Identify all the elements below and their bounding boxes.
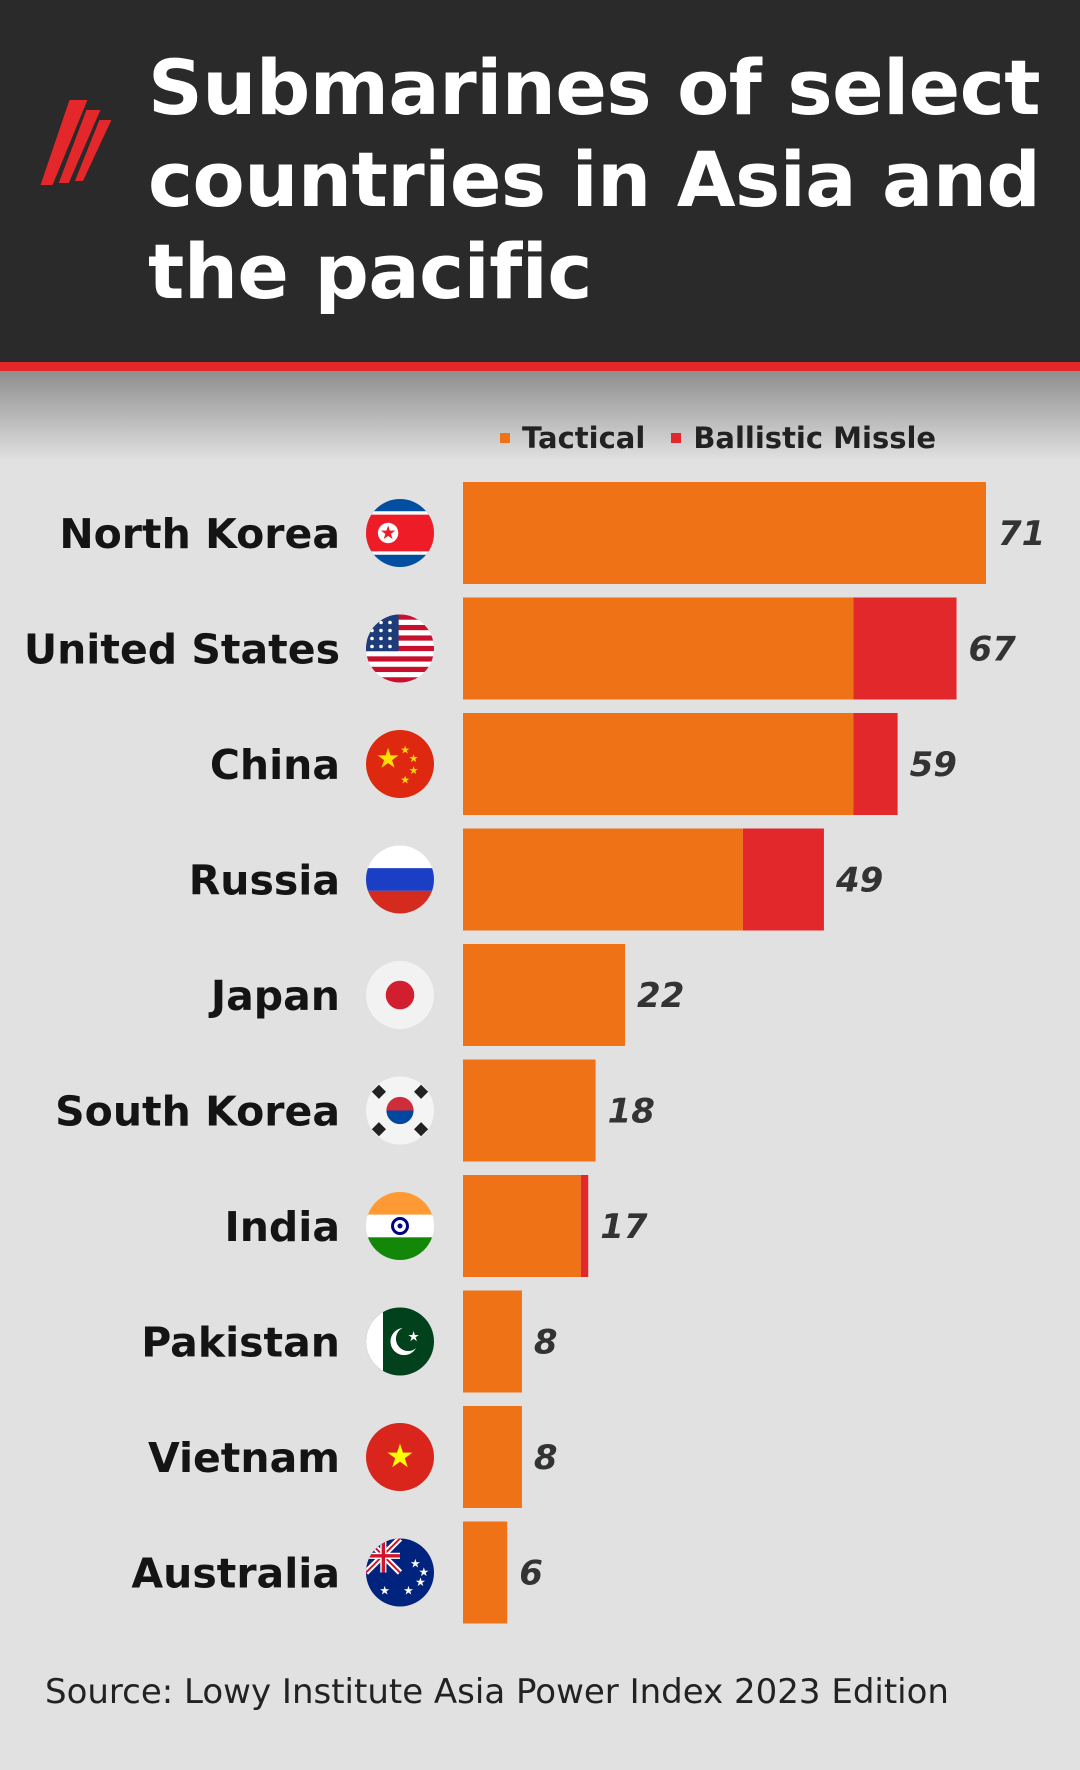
value-label: 8 xyxy=(534,1438,558,1478)
bar-tactical xyxy=(463,713,854,815)
bar-tactical xyxy=(463,1059,596,1162)
svg-text:★: ★ xyxy=(386,1437,415,1475)
svg-text:★: ★ xyxy=(379,1584,390,1598)
category-label: India xyxy=(224,1203,340,1251)
bar-tactical xyxy=(463,597,854,700)
bar-row-vietnam: Vietnam ★ 8 xyxy=(148,1406,558,1508)
svg-text:★: ★ xyxy=(408,1329,420,1345)
south-korea-flag-icon xyxy=(366,1076,434,1145)
china-flag-icon: ★ ★★★★ xyxy=(366,730,434,798)
india-flag-icon xyxy=(366,1192,434,1260)
bar-tactical xyxy=(463,828,743,931)
bar-tactical xyxy=(463,944,626,1046)
bar-row-japan: Japan 22 xyxy=(208,944,684,1046)
bar-ballistic xyxy=(853,713,898,815)
source-note: Source: Lowy Institute Asia Power Index … xyxy=(45,1672,949,1712)
svg-text:★: ★ xyxy=(376,743,400,774)
bar-row-russia: Russia 49 xyxy=(189,828,883,931)
legend-item-ballistic: Ballistic Missle xyxy=(671,421,936,455)
north-korea-flag-icon: ★ xyxy=(366,499,434,567)
legend-label-tactical: Tactical xyxy=(522,421,646,455)
pakistan-flag-icon: ★ xyxy=(366,1307,434,1376)
bar-ballistic xyxy=(853,597,957,700)
sbs-logo-icon xyxy=(40,100,112,185)
svg-text:★: ★ xyxy=(380,523,397,544)
category-label: Russia xyxy=(189,857,340,905)
svg-text:★: ★ xyxy=(415,1575,426,1589)
legend-swatch-ballistic xyxy=(671,433,682,443)
value-label: 18 xyxy=(608,1092,655,1132)
category-label: South Korea xyxy=(55,1088,340,1136)
legend-label-ballistic: Ballistic Missle xyxy=(693,421,937,455)
svg-text:★: ★ xyxy=(400,773,410,786)
svg-text:★: ★ xyxy=(403,1584,414,1598)
chart-legend: Tactical Ballistic Missle xyxy=(500,418,936,458)
bar-row-china: China ★ ★★★★ 59 xyxy=(210,713,957,815)
svg-text:★: ★ xyxy=(409,764,419,777)
bar-ballistic xyxy=(580,1175,589,1277)
bar-tactical xyxy=(463,1290,522,1393)
value-label: 17 xyxy=(600,1207,648,1247)
value-label: 59 xyxy=(910,745,957,785)
bar-row-united-states: United States 67 xyxy=(24,597,1017,700)
value-label: 8 xyxy=(534,1323,558,1363)
bar-tactical xyxy=(463,1175,581,1277)
category-label: Australia xyxy=(131,1550,340,1598)
legend-item-tactical: Tactical xyxy=(500,421,645,455)
category-label: Vietnam xyxy=(148,1434,340,1482)
bar-row-india: India 17 xyxy=(224,1175,648,1277)
value-label: 67 xyxy=(969,630,1017,670)
bar-tactical xyxy=(463,1521,508,1624)
value-label: 22 xyxy=(637,976,684,1016)
russia-flag-icon xyxy=(366,845,434,914)
category-label: Japan xyxy=(208,972,340,1020)
vietnam-flag-icon: ★ xyxy=(366,1423,434,1491)
category-label: North Korea xyxy=(59,510,340,558)
legend-swatch-tactical xyxy=(500,433,510,443)
header-shadow xyxy=(0,371,1080,461)
bar-row-south-korea: South Korea 18 xyxy=(55,1059,655,1162)
value-label: 71 xyxy=(998,514,1045,554)
page-title: Submarines of select countries in Asia a… xyxy=(148,43,1041,316)
header-divider xyxy=(0,362,1080,371)
svg-text:★: ★ xyxy=(418,1565,429,1579)
value-label: 6 xyxy=(519,1554,543,1594)
bar-ballistic xyxy=(742,828,824,931)
category-label: China xyxy=(210,741,340,789)
category-label: United States xyxy=(24,626,340,674)
svg-text:★: ★ xyxy=(400,744,410,757)
bar-row-australia: Australia ★★★★★ 6 xyxy=(131,1521,543,1624)
japan-flag-icon xyxy=(366,961,434,1029)
header: Submarines of select countries in Asia a… xyxy=(0,0,1080,362)
bar-row-north-korea: North Korea ★ 71 xyxy=(59,482,1045,584)
value-label: 49 xyxy=(835,861,883,901)
svg-text:★: ★ xyxy=(410,1556,421,1570)
usa-flag-icon xyxy=(366,614,434,683)
australia-flag-icon: ★★★★★ xyxy=(366,1538,434,1607)
svg-text:★: ★ xyxy=(409,752,419,765)
category-label: Pakistan xyxy=(141,1319,340,1367)
bar-row-pakistan: Pakistan ★ 8 xyxy=(141,1290,558,1393)
bar-tactical xyxy=(463,482,986,584)
bar-tactical xyxy=(463,1406,522,1508)
